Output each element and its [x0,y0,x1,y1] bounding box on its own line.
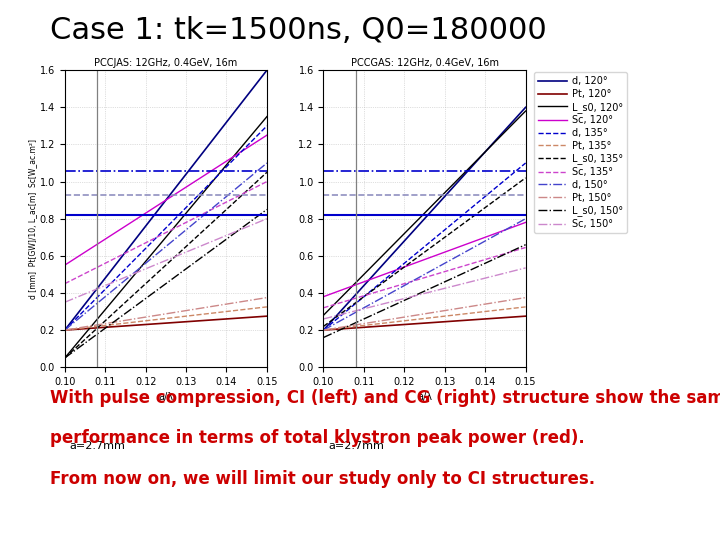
Text: From now on, we will limit our study only to CI structures.: From now on, we will limit our study onl… [50,470,595,488]
Y-axis label: d [mm]  Pt[GW]/10, L_ac[m]  Sc[W_ac.m²]: d [mm] Pt[GW]/10, L_ac[m] Sc[W_ac.m²] [28,139,37,299]
Text: Case 1: tk=1500ns, Q0=180000: Case 1: tk=1500ns, Q0=180000 [50,16,547,45]
Text: performance in terms of total klystron peak power (red).: performance in terms of total klystron p… [50,429,585,447]
X-axis label: a/λ: a/λ [417,393,432,402]
Title: PCCGAS: 12GHz, 0.4GeV, 16m: PCCGAS: 12GHz, 0.4GeV, 16m [351,58,498,68]
Text: With pulse compression, CI (left) and CG (right) structure show the same: With pulse compression, CI (left) and CG… [50,389,720,407]
Title: PCCJAS: 12GHz, 0.4GeV, 16m: PCCJAS: 12GHz, 0.4GeV, 16m [94,58,238,68]
Text: a=2.7mm: a=2.7mm [69,442,125,451]
X-axis label: a/λ: a/λ [158,393,174,402]
Legend: d, 120°, Pt, 120°, L_s0, 120°, Sc, 120°, d, 135°, Pt, 135°, L_s0, 135°, Sc, 135°: d, 120°, Pt, 120°, L_s0, 120°, Sc, 120°,… [534,72,627,233]
Text: a=2.7mm: a=2.7mm [328,442,384,451]
